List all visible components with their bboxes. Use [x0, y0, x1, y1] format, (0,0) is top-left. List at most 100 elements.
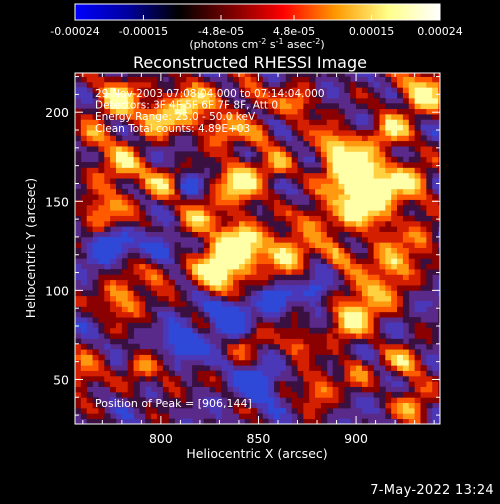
heatmap-cell — [139, 215, 146, 222]
heatmap-cell — [203, 343, 211, 350]
heatmap-cell — [104, 199, 111, 206]
heatmap-cell — [397, 407, 404, 414]
heatmap-cell — [180, 327, 187, 334]
heatmap-cell — [174, 386, 181, 393]
heatmap-cell — [356, 359, 363, 366]
heatmap-cell — [180, 87, 187, 93]
heatmap-cell — [209, 407, 216, 414]
heatmap-cell — [133, 73, 140, 77]
heatmap-cell — [197, 322, 205, 329]
heatmap-cell — [244, 220, 252, 227]
heatmap-cell — [156, 365, 164, 371]
heatmap-cell — [361, 343, 369, 350]
heatmap-cell — [408, 285, 416, 291]
heatmap-cell — [197, 151, 205, 158]
heatmap-cell — [197, 375, 205, 382]
heatmap-cell — [209, 87, 216, 93]
heatmap-cell — [291, 204, 298, 211]
heatmap-cell — [326, 204, 334, 211]
heatmap-cell — [274, 333, 281, 339]
heatmap-cell — [203, 178, 211, 184]
heatmap-cell — [104, 252, 111, 259]
heatmap-cell — [373, 247, 380, 254]
heatmap-cell — [115, 359, 123, 366]
heatmap-cell — [326, 354, 334, 361]
heatmap-cell — [139, 242, 146, 249]
heatmap-cell — [168, 381, 175, 387]
heatmap-cell — [139, 397, 146, 404]
heatmap-cell — [215, 81, 222, 88]
heatmap-cell — [274, 199, 281, 206]
heatmap-cell — [244, 258, 252, 265]
heatmap-cell — [279, 236, 287, 243]
heatmap-cell — [303, 140, 310, 147]
heatmap-cell — [408, 113, 416, 120]
heatmap-cell — [315, 199, 322, 206]
heatmap-cell — [285, 76, 293, 83]
heatmap-cell — [168, 317, 175, 323]
heatmap-cell — [227, 108, 234, 115]
heatmap-cell — [156, 370, 164, 377]
heatmap-cell — [139, 146, 146, 152]
heatmap-cell — [203, 119, 211, 126]
heatmap-cell — [168, 167, 175, 174]
heatmap-cell — [285, 285, 293, 291]
heatmap-cell — [361, 231, 369, 238]
heatmap-cell — [145, 391, 152, 398]
heatmap-cell — [361, 220, 369, 227]
heatmap-cell — [98, 135, 105, 142]
heatmap-cell — [98, 322, 105, 329]
heatmap-cell — [121, 231, 129, 238]
heatmap-cell — [361, 172, 369, 179]
heatmap-cell — [344, 418, 351, 424]
heatmap-cell — [186, 252, 193, 259]
heatmap-cell — [332, 381, 339, 387]
heatmap-cell — [256, 268, 263, 275]
heatmap-cell — [133, 119, 140, 126]
heatmap-cell — [104, 317, 111, 323]
heatmap-cell — [104, 124, 111, 131]
heatmap-cell — [162, 381, 170, 387]
heatmap-cell — [361, 188, 369, 195]
heatmap-cell — [174, 156, 181, 163]
heatmap-cell — [168, 172, 175, 179]
heatmap-cell — [186, 226, 193, 232]
heatmap-cell — [121, 226, 129, 232]
heatmap-cell — [180, 97, 187, 104]
heatmap-cell — [391, 226, 398, 232]
heatmap-cell — [391, 274, 398, 281]
heatmap-cell — [391, 258, 398, 265]
heatmap-cell — [197, 199, 205, 206]
heatmap-cell — [356, 397, 363, 404]
heatmap-cell — [397, 236, 404, 243]
heatmap-cell — [244, 274, 252, 281]
heatmap-cell — [244, 407, 252, 414]
heatmap-cell — [373, 194, 380, 200]
heatmap-cell — [344, 231, 351, 238]
heatmap-cell — [133, 311, 140, 318]
heatmap-cell — [291, 167, 298, 174]
heatmap-cell — [162, 194, 170, 200]
heatmap-cell — [110, 418, 117, 424]
heatmap-cell — [279, 381, 287, 387]
heatmap-cell — [291, 268, 298, 275]
heatmap-cell — [303, 97, 310, 104]
heatmap-cell — [350, 279, 357, 286]
heatmap-cell — [186, 167, 193, 174]
heatmap-cell — [127, 391, 134, 398]
heatmap-cell — [385, 140, 392, 147]
heatmap-cell — [414, 236, 421, 243]
heatmap-cell — [133, 242, 140, 249]
heatmap-cell — [367, 188, 375, 195]
heatmap-cell — [320, 151, 328, 158]
heatmap-cell — [209, 311, 216, 318]
heatmap-cell — [426, 103, 433, 110]
heatmap-cell — [356, 317, 363, 323]
heatmap-cell — [180, 418, 187, 424]
heatmap-cell — [262, 370, 269, 377]
heatmap-cell — [297, 306, 304, 313]
heatmap-cell — [326, 215, 334, 222]
heatmap-cell — [379, 290, 386, 297]
heatmap-cell — [291, 156, 298, 163]
heatmap-cell — [338, 295, 345, 302]
